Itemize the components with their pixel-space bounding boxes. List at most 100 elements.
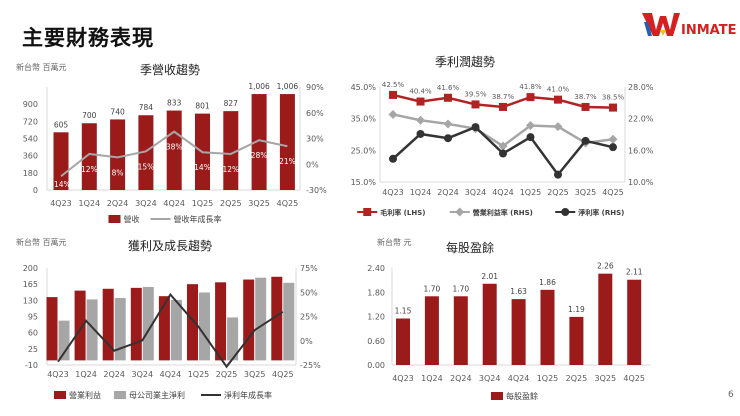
line-data-label: 15% — [138, 162, 155, 171]
bar-data-label: 1.19 — [568, 305, 585, 314]
y-tick-right: 22.0% — [628, 115, 654, 124]
line-data-label: 42.5% — [382, 81, 405, 89]
y-tick-right: 90% — [306, 83, 324, 92]
bar-primary — [540, 289, 555, 365]
chart-title: 獲利及成長趨勢 — [128, 238, 212, 253]
circle-marker — [554, 170, 562, 179]
bar-primary — [424, 296, 439, 365]
line-data-label: 39.5% — [464, 90, 487, 98]
square-marker — [554, 95, 562, 104]
x-tick-label: 3Q24 — [135, 199, 157, 208]
legend-swatch — [114, 391, 126, 399]
bar-primary — [279, 94, 295, 190]
y-tick-left: 60 — [28, 329, 38, 338]
bar-primary — [396, 318, 410, 365]
series-line — [60, 130, 288, 178]
line-data-label: 41.0% — [547, 86, 570, 94]
y-tick-right: -30% — [306, 186, 327, 195]
y-tick-right: 0% — [306, 160, 319, 169]
line-data-label: 41.6% — [437, 84, 460, 92]
diamond-marker — [526, 121, 535, 131]
bar-primary — [81, 123, 97, 190]
line-data-label: 38.7% — [574, 93, 597, 101]
bar-primary — [110, 119, 126, 190]
bar-primary — [74, 290, 86, 361]
x-tick-label: 1Q24 — [79, 199, 101, 208]
diamond-marker — [498, 141, 508, 151]
legend-label: 營收年成長率 — [174, 214, 222, 224]
x-tick-label: 3Q25 — [595, 374, 617, 383]
legend-square-marker — [363, 208, 372, 216]
x-tick-label: 3Q24 — [465, 188, 487, 197]
unit-label: 新台幣 元 — [377, 237, 412, 247]
series-line — [57, 292, 284, 369]
x-tick-label: 3Q24 — [132, 370, 154, 379]
circle-marker — [416, 129, 425, 138]
y-tick-left: 1.20 — [367, 313, 385, 322]
x-tick-label: 2Q25 — [220, 199, 242, 208]
y-tick-left: 15.0% — [351, 178, 377, 187]
square-marker — [581, 102, 590, 111]
x-tick-label: 2Q24 — [107, 199, 129, 208]
unit-label: 新台幣 百萬元 — [16, 237, 67, 247]
bar-data-label: 784 — [139, 103, 154, 112]
y-tick-right: 30% — [306, 135, 324, 144]
page-title: 主要財務表現 — [22, 26, 154, 50]
legend-diamond-marker — [455, 207, 465, 217]
y-tick-left: 360 — [23, 152, 38, 161]
legend-swatch — [491, 392, 503, 400]
x-tick-label: 4Q23 — [50, 199, 72, 208]
circle-marker — [389, 154, 397, 163]
y-tick-left: 180 — [23, 169, 38, 178]
y-tick-right: 60% — [306, 109, 324, 118]
bar-secondary — [227, 317, 239, 361]
x-tick-label: 2Q24 — [437, 188, 459, 197]
y-tick-right: 28.0% — [628, 83, 654, 92]
bar-primary — [223, 111, 239, 190]
bar-primary — [138, 115, 154, 190]
bar-secondary — [255, 277, 267, 361]
legend-label: 毛利率 (LHS) — [380, 208, 425, 217]
y-tick-right: 16.0% — [628, 146, 654, 155]
bar-secondary — [86, 299, 98, 361]
y-tick-left: 1.80 — [367, 288, 385, 297]
x-tick-label: 4Q25 — [602, 188, 624, 197]
bar-primary — [130, 287, 142, 361]
bar-data-label: 2.11 — [626, 268, 643, 277]
line-data-label: 12% — [81, 165, 98, 174]
bar-primary — [598, 273, 613, 365]
y-tick-left: 45.0% — [351, 83, 377, 92]
circle-marker — [444, 134, 452, 143]
x-tick-label: 2Q25 — [566, 374, 588, 383]
x-tick-label: 4Q25 — [277, 199, 299, 208]
bar-primary — [482, 283, 497, 365]
x-tick-label: 2Q25 — [216, 370, 238, 379]
bar-primary — [158, 296, 170, 361]
legend-label: 營收 — [124, 214, 140, 224]
bar-primary — [53, 132, 69, 190]
x-tick-label: 4Q23 — [382, 188, 404, 197]
line-data-label: 14% — [194, 163, 211, 172]
bar-primary — [46, 297, 58, 361]
square-marker — [416, 97, 425, 106]
x-tick-label: 4Q25 — [623, 374, 645, 383]
bar-data-label: 1,006 — [277, 82, 299, 91]
x-tick-label: 1Q25 — [192, 199, 214, 208]
y-tick-right: 25% — [300, 313, 318, 322]
line-data-label: 28% — [251, 151, 268, 160]
diamond-marker — [416, 115, 425, 125]
y-tick-right: -25% — [300, 361, 321, 370]
bar-primary — [215, 282, 227, 361]
y-tick-left: 165 — [23, 280, 38, 289]
y-tick-left: 0.60 — [367, 337, 385, 346]
y-tick-left: 25.0% — [351, 146, 377, 155]
line-data-label: 41.8% — [519, 83, 542, 91]
y-tick-left: 25 — [28, 345, 38, 354]
bar-data-label: 1.86 — [539, 278, 556, 287]
square-marker — [499, 102, 507, 111]
page-number: 6 — [728, 390, 734, 400]
bar-data-label: 1.70 — [452, 284, 469, 293]
bar-secondary — [114, 298, 126, 361]
x-tick-label: 4Q24 — [163, 199, 185, 208]
